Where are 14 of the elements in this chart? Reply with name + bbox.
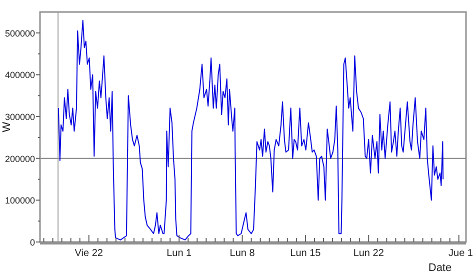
y-tick-label: 0 [30, 238, 35, 248]
x-tick-label: Lun 1 [166, 248, 192, 259]
y-tick-label: 200000 [4, 154, 35, 164]
y-tick-label: 500000 [4, 28, 35, 38]
y-tick-label: 400000 [4, 70, 35, 80]
x-tick-label: Lun 15 [290, 248, 322, 259]
x-tick-label: Jue 1 [448, 248, 474, 259]
x-tick-label: Lun 8 [230, 248, 256, 259]
x-axis-title: Date [428, 262, 452, 274]
y-tick-label: 100000 [4, 196, 35, 206]
x-tick-label: Lun 22 [353, 248, 384, 259]
y-axis-title: W [1, 121, 13, 132]
y-tick-label: 300000 [4, 112, 35, 122]
x-tick-label: Vie 22 [74, 248, 104, 259]
